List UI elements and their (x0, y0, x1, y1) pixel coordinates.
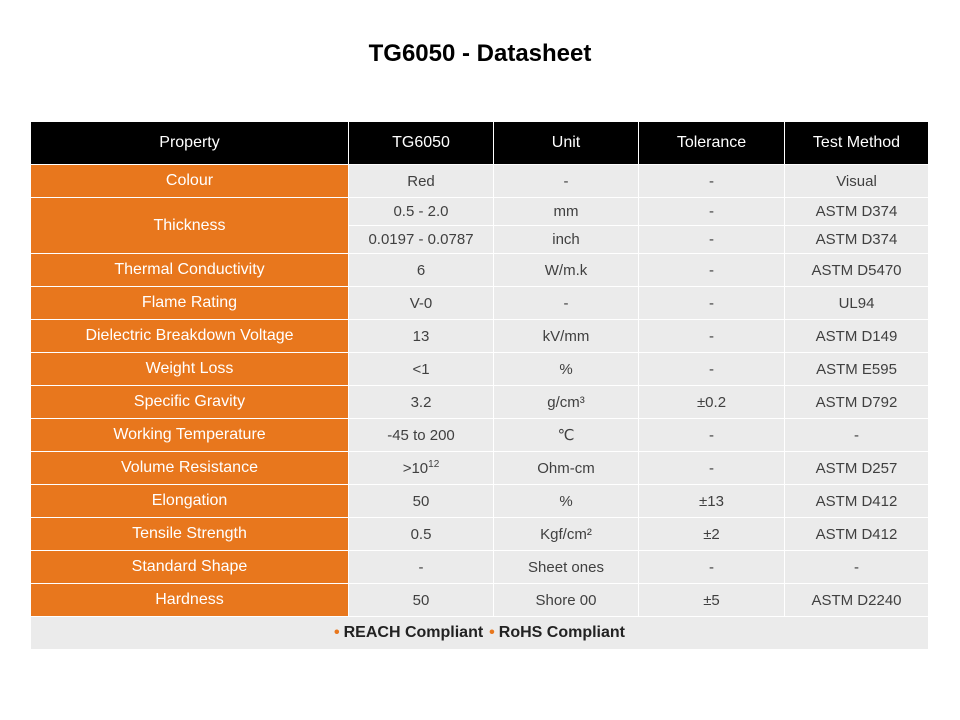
property-cell: Colour (30, 164, 349, 198)
method-cell: UL94 (784, 286, 929, 320)
property-cell: Volume Resistance (30, 451, 349, 485)
table-row: Colour Red - - Visual (30, 164, 929, 198)
method-cell: ASTM D2240 (784, 583, 929, 617)
compliance-rohs: RoHS Compliant (498, 624, 625, 641)
method-cell: Visual (784, 164, 929, 198)
table-row: Specific Gravity 3.2 g/cm³ ±0.2 ASTM D79… (30, 385, 929, 419)
table-row: Working Temperature -45 to 200 ℃ - - (30, 418, 929, 452)
header-tolerance: Tolerance (638, 121, 785, 165)
value-cell: V-0 (348, 286, 494, 320)
unit-cell: mm (493, 197, 639, 226)
unit-cell: Sheet ones (493, 550, 639, 584)
value-cell: 13 (348, 319, 494, 353)
compliance-row: • REACH Compliant • RoHS Compliant (30, 616, 929, 650)
tolerance-cell: - (638, 352, 785, 386)
property-cell: Specific Gravity (30, 385, 349, 419)
unit-cell: ℃ (493, 418, 639, 452)
method-cell: - (784, 418, 929, 452)
datasheet-table: Property TG6050 Unit Tolerance Test Meth… (30, 121, 929, 650)
property-cell: Thickness (30, 197, 349, 254)
header-product: TG6050 (348, 121, 494, 165)
property-cell: Weight Loss (30, 352, 349, 386)
method-cell: ASTM D257 (784, 451, 929, 485)
method-cell: ASTM D149 (784, 319, 929, 353)
value-cell: -45 to 200 (348, 418, 494, 452)
value-cell: 6 (348, 253, 494, 287)
unit-cell: W/m.k (493, 253, 639, 287)
property-cell: Flame Rating (30, 286, 349, 320)
method-cell: - (784, 550, 929, 584)
method-cell: ASTM D5470 (784, 253, 929, 287)
unit-cell: g/cm³ (493, 385, 639, 419)
tolerance-cell: - (638, 225, 785, 254)
unit-cell: Shore 00 (493, 583, 639, 617)
unit-cell: % (493, 484, 639, 518)
table-row: Thickness 0.5 - 2.0 mm - ASTM D374 (30, 197, 929, 254)
value-cell: 50 (348, 583, 494, 617)
compliance-cell: • REACH Compliant • RoHS Compliant (30, 616, 929, 650)
value-cell: 50 (348, 484, 494, 518)
method-cell: ASTM E595 (784, 352, 929, 386)
tolerance-cell: ±2 (638, 517, 785, 551)
tolerance-cell: - (638, 197, 785, 226)
unit-cell: - (493, 164, 639, 198)
value-cell: - (348, 550, 494, 584)
tolerance-cell: ±5 (638, 583, 785, 617)
value-exponent: 12 (428, 459, 440, 470)
property-cell: Elongation (30, 484, 349, 518)
value-cell: Red (348, 164, 494, 198)
header-unit: Unit (493, 121, 639, 165)
table-row: Hardness 50 Shore 00 ±5 ASTM D2240 (30, 583, 929, 617)
page-title: TG6050 - Datasheet (368, 40, 592, 67)
table-row: Volume Resistance >1012 Ohm-cm - ASTM D2… (30, 451, 929, 485)
method-cell: ASTM D412 (784, 517, 929, 551)
table-row: Standard Shape - Sheet ones - - (30, 550, 929, 584)
value-cell: <1 (348, 352, 494, 386)
property-cell: Standard Shape (30, 550, 349, 584)
tolerance-cell: - (638, 286, 785, 320)
value-cell: 0.5 (348, 517, 494, 551)
method-cell: ASTM D792 (784, 385, 929, 419)
tolerance-cell: ±13 (638, 484, 785, 518)
unit-cell: % (493, 352, 639, 386)
table-row: Tensile Strength 0.5 Kgf/cm² ±2 ASTM D41… (30, 517, 929, 551)
method-cell: ASTM D412 (784, 484, 929, 518)
property-cell: Dielectric Breakdown Voltage (30, 319, 349, 353)
unit-cell: Kgf/cm² (493, 517, 639, 551)
tolerance-cell: - (638, 418, 785, 452)
tolerance-cell: - (638, 253, 785, 287)
method-cell: ASTM D374 (784, 197, 929, 226)
table-row: Dielectric Breakdown Voltage 13 kV/mm - … (30, 319, 929, 353)
table-header-row: Property TG6050 Unit Tolerance Test Meth… (30, 121, 929, 165)
table-row: Weight Loss <1 % - ASTM E595 (30, 352, 929, 386)
tolerance-cell: ±0.2 (638, 385, 785, 419)
bullet-icon: • (334, 624, 340, 641)
unit-cell: inch (493, 225, 639, 254)
value-cell: 3.2 (348, 385, 494, 419)
value-cell: >1012 (348, 451, 494, 485)
table-row: Flame Rating V-0 - - UL94 (30, 286, 929, 320)
table-row: Thermal Conductivity 6 W/m.k - ASTM D547… (30, 253, 929, 287)
method-cell: ASTM D374 (784, 225, 929, 254)
property-cell: Hardness (30, 583, 349, 617)
unit-cell: Ohm-cm (493, 451, 639, 485)
tolerance-cell: - (638, 550, 785, 584)
value-base: >10 (402, 460, 429, 477)
tolerance-cell: - (638, 451, 785, 485)
tolerance-cell: - (638, 164, 785, 198)
property-cell: Tensile Strength (30, 517, 349, 551)
tolerance-cell: - (638, 319, 785, 353)
table-row: 0.0197 - 0.0787 inch - ASTM D374 (31, 225, 929, 254)
compliance-reach: REACH Compliant (343, 624, 484, 641)
unit-cell: - (493, 286, 639, 320)
property-cell: Thermal Conductivity (30, 253, 349, 287)
bullet-icon: • (489, 624, 495, 641)
unit-cell: kV/mm (493, 319, 639, 353)
table-row: Elongation 50 % ±13 ASTM D412 (30, 484, 929, 518)
header-test-method: Test Method (784, 121, 929, 165)
value-cell: 0.0197 - 0.0787 (348, 225, 494, 254)
header-property: Property (30, 121, 349, 165)
property-cell: Working Temperature (30, 418, 349, 452)
value-cell: 0.5 - 2.0 (348, 197, 494, 226)
